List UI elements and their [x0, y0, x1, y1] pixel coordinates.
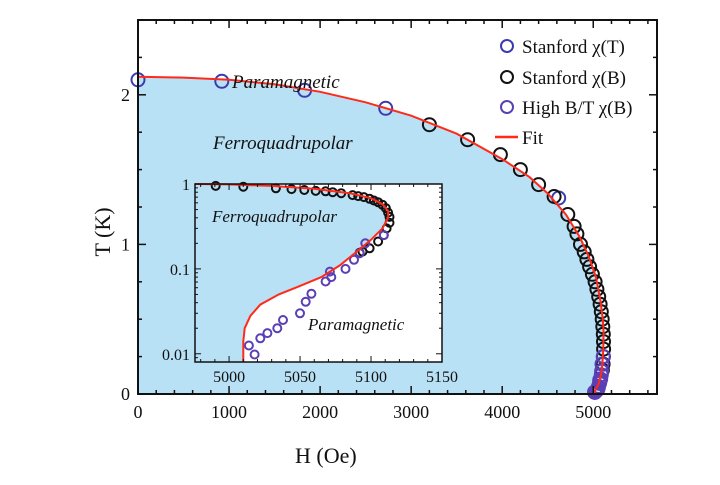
inset-data-point-high-bt-chi-b: [324, 266, 335, 277]
inset-x-tick-label: 5000: [213, 369, 245, 386]
inset-data-point-stanford-chi-b: [384, 211, 395, 222]
inset-data-point-stanford-chi-b: [310, 185, 321, 196]
inset-data-point-stanford-chi-b: [210, 180, 221, 191]
inset-x-tick-label: 5150: [426, 369, 458, 386]
data-point-stanford-chi-b: [560, 207, 576, 222]
legend-label-high-bt-chi-b: High B/T χ(B): [522, 98, 632, 119]
inset-data-point-stanford-chi-b: [286, 184, 297, 195]
y-tick-label: 0: [121, 384, 130, 404]
inset-y-tick-label: 1: [182, 177, 190, 194]
axes: 0 1000 2000 3000 4000 5000 0 1 2 5000 5050 5100 5150…: [121, 19, 658, 422]
inset-data-point-high-bt-chi-b: [306, 288, 317, 299]
fit-line: [137, 75, 605, 395]
data-point-stanford-chi-b: [566, 218, 582, 234]
inset-region-fill: [195, 184, 389, 362]
x-tick-label: 4000: [484, 402, 520, 422]
inset-x-tick-label: 5100: [355, 369, 387, 386]
inset-data-point-high-bt-chi-b: [300, 296, 311, 307]
inset-label-paramagnetic: Paramagnetic: [307, 315, 405, 334]
inset-x-tick-label: 5050: [284, 369, 316, 386]
inset-y-tick-label: 0.1: [170, 262, 190, 279]
inset-data-point-high-bt-chi-b: [262, 328, 273, 339]
inset-data-point-high-bt-chi-b: [243, 340, 254, 351]
legend-marker-high-bt-chi-b: [500, 100, 514, 114]
x-tick-label: 3000: [393, 402, 429, 422]
data-point-stanford-chi-b: [460, 132, 476, 148]
inset-data-point-high-bt-chi-b: [255, 333, 266, 344]
inset-label-ferroquadrupolar: Ferroquadrupolar: [211, 207, 337, 226]
label-ferroquadrupolar: Ferroquadrupolar: [212, 133, 353, 154]
inset-data-point-high-bt-chi-b: [249, 349, 260, 360]
x-tick-label: 5000: [575, 402, 611, 422]
inset-data-point-high-bt-chi-b: [360, 238, 371, 249]
data-point-stanford-chi-b: [531, 177, 547, 193]
inset-data-point-high-bt-chi-b: [320, 276, 331, 287]
inset-fit-line: [194, 183, 390, 362]
inset-data-point-high-bt-chi-b: [349, 254, 359, 265]
y-axis-label: T (K): [90, 207, 115, 256]
inset-data-point-high-bt-chi-b: [272, 323, 283, 334]
data-point-stanford-chi-b: [546, 189, 562, 204]
legend-marker-stanford-chi-t: [500, 39, 514, 53]
data-point-stanford-chi-b: [512, 162, 528, 178]
label-paramagnetic: Paramagnetic: [231, 72, 340, 93]
legend: Stanford χ(T) Stanford χ(B) High B/T χ(B…: [495, 37, 632, 149]
y-tick-label: 2: [121, 85, 130, 105]
legend-label-stanford-chi-b: Stanford χ(B): [522, 68, 626, 89]
x-axis-label: H (Oe): [295, 443, 357, 468]
inset-data-point-stanford-chi-b: [238, 181, 249, 192]
y-tick-label: 1: [121, 234, 130, 254]
legend-marker-stanford-chi-b: [500, 70, 514, 84]
legend-label-stanford-chi-t: Stanford χ(T): [522, 37, 625, 58]
inset-data-point-high-bt-chi-b: [378, 230, 389, 241]
inset-data-point-high-bt-chi-b: [340, 263, 351, 274]
data-point-high-bt-chi-b: [587, 385, 603, 400]
inset-data-point-stanford-chi-b: [373, 236, 384, 247]
data-point-stanford-chi-t: [214, 73, 230, 89]
x-tick-label: 2000: [302, 402, 338, 422]
legend-label-fit: Fit: [522, 128, 544, 149]
data-point-stanford-chi-t: [378, 100, 394, 116]
inset-background: [195, 184, 442, 362]
data-point-stanford-chi-b: [569, 226, 585, 242]
inset-data-point-high-bt-chi-b: [278, 315, 288, 325]
x-tick-label: 1000: [211, 402, 247, 422]
x-tick-label: 0: [134, 402, 143, 422]
inset-y-tick-label: 0.01: [162, 347, 190, 364]
chart-marks: [130, 72, 612, 400]
inset-data-point-high-bt-chi-b: [295, 308, 305, 319]
